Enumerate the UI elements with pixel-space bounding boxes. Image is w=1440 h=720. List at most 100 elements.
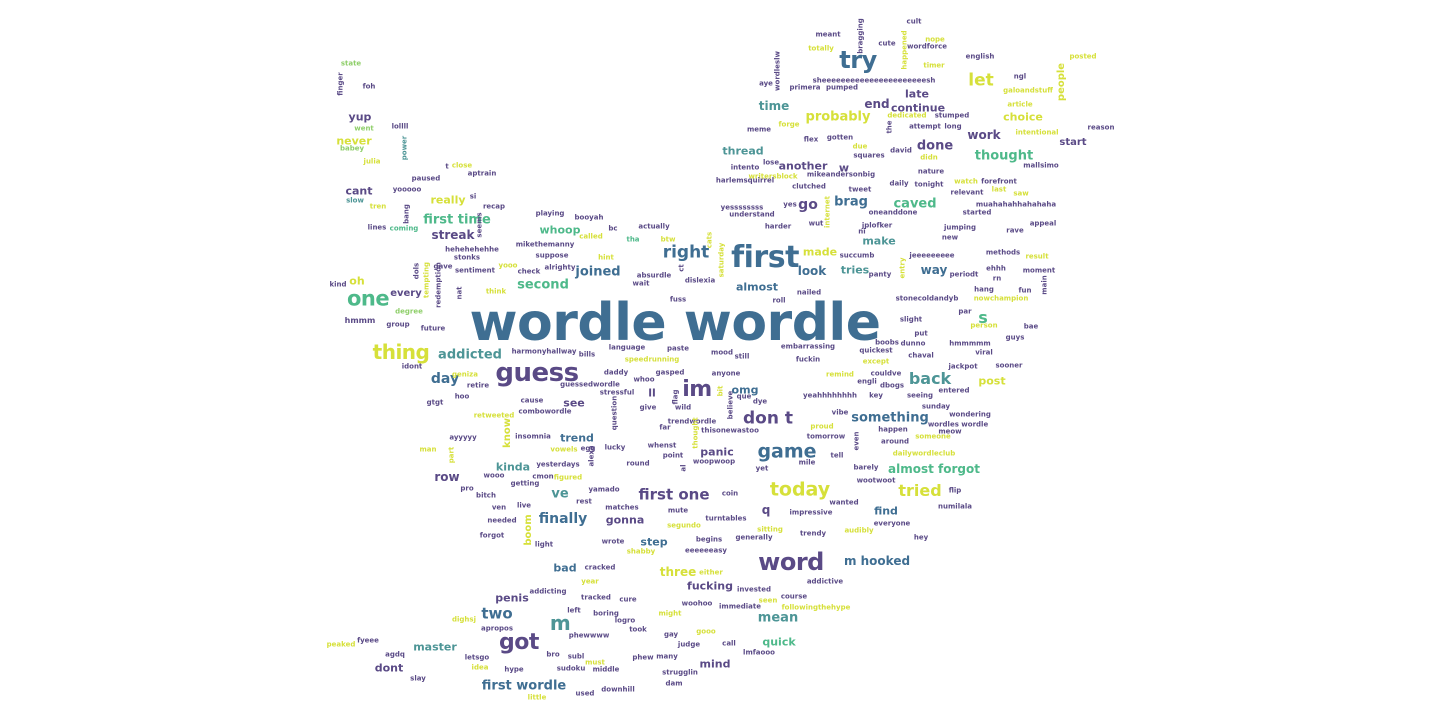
word-item: believe: [726, 390, 735, 420]
word-item: forge: [778, 120, 800, 129]
word-item: q: [761, 503, 771, 517]
word-item: mikeandersonbig: [806, 170, 876, 179]
word-item: live: [516, 501, 532, 510]
word-item: impressive: [789, 508, 833, 517]
word-item: paste: [667, 344, 689, 353]
word-item: barely: [853, 463, 879, 472]
word-item: close: [451, 161, 473, 170]
word-item: foh: [362, 82, 376, 91]
word-item: thread: [722, 144, 764, 158]
word-item: mood: [711, 348, 733, 357]
word-item: cracked: [584, 563, 616, 572]
word-item: hmmmmm: [949, 339, 991, 348]
word-item: dislexia: [684, 276, 716, 285]
word-item: tren: [369, 202, 387, 211]
word-item: getting: [510, 479, 540, 488]
word-item: stonks: [453, 253, 481, 262]
word-item: logro: [614, 616, 636, 625]
word-item: main: [1040, 275, 1049, 295]
word-item: another: [778, 159, 828, 173]
word-item: dbogs: [879, 381, 905, 390]
word-item: start: [1059, 137, 1087, 148]
word-item: nature: [917, 167, 945, 176]
word-item: lollll: [391, 122, 409, 131]
word-item: bae: [1023, 322, 1039, 331]
word-item: meow: [938, 427, 962, 436]
word-item: appeal: [1029, 219, 1057, 228]
word-item: think: [485, 287, 507, 296]
word-item: brag: [834, 194, 868, 210]
word-item: par: [958, 307, 972, 316]
word-item: call: [722, 639, 736, 648]
word-item: stumped: [934, 111, 970, 120]
word-item: addicted: [438, 347, 502, 363]
word-item: give: [639, 403, 657, 412]
word-item: letsgo: [464, 653, 490, 662]
word-item: fuckin: [795, 355, 821, 364]
word-item: hoo: [454, 392, 470, 401]
word-item: tonight: [914, 180, 944, 189]
word-item: wondering: [949, 410, 991, 419]
word-item: retweeted: [473, 411, 515, 420]
word-item: geniza: [452, 370, 478, 379]
word-item: bit: [716, 385, 725, 397]
word-item: group: [386, 320, 410, 329]
word-item: eeeeeeasy: [685, 546, 727, 555]
word-item: daily: [889, 179, 909, 188]
word-item: omg: [731, 383, 759, 397]
word-item: flex: [803, 135, 819, 144]
word-item: yooo: [498, 261, 518, 270]
word-item: dye: [752, 397, 768, 406]
word-item: gasped: [655, 368, 685, 377]
word-item: david: [890, 146, 912, 155]
word-item: guys: [1005, 333, 1025, 342]
word-item: almost: [735, 280, 779, 294]
word-item: streak: [431, 228, 475, 242]
word-item: harder: [764, 222, 792, 231]
word-item: sunday: [921, 402, 951, 411]
word-item: one: [346, 286, 390, 311]
word-item: actually: [638, 222, 670, 231]
word-item: trendwordle: [667, 417, 717, 426]
word-item: vibe: [831, 408, 849, 417]
word-item: went: [354, 124, 374, 133]
word-item: strugglin: [662, 668, 698, 677]
word-item: got: [499, 630, 539, 655]
word-item: cute: [878, 39, 896, 48]
word-item: ll: [648, 386, 656, 400]
word-item: lucky: [604, 443, 626, 452]
word-item: understand: [729, 210, 775, 219]
word-item: cant: [345, 184, 373, 198]
word-item: methods: [985, 248, 1021, 257]
word-item: today: [769, 478, 831, 501]
word-item: mallsimo: [1023, 161, 1059, 170]
word-item: new: [941, 233, 959, 242]
word-item: yeahhhhhhhh: [803, 391, 857, 400]
word-item: ni: [858, 227, 866, 236]
word-item: playing: [535, 209, 565, 218]
word-item: wordleslw: [773, 51, 782, 91]
word-item: needed: [487, 516, 517, 525]
word-item: pumped: [825, 83, 859, 92]
word-item: rn: [992, 274, 1002, 283]
word-item: cmon: [532, 472, 554, 481]
word-item: harmonyhallway: [511, 347, 577, 356]
word-item: coin: [721, 489, 739, 498]
word-item: word: [758, 548, 824, 576]
word-item: gay: [663, 630, 679, 639]
word-item: couldve: [870, 369, 902, 378]
word-item: even: [852, 431, 861, 451]
word-item: dunno: [900, 339, 926, 348]
word-item: julia: [363, 157, 381, 166]
word-item: first time: [423, 212, 491, 228]
word-item: probably: [805, 109, 871, 125]
word-item: moment: [1022, 266, 1056, 275]
word-item: make: [862, 234, 896, 248]
word-item: might: [658, 609, 682, 618]
word-item: put: [914, 329, 928, 338]
word-item: yesterdays: [536, 460, 580, 469]
word-item: m hooked: [843, 554, 911, 568]
word-item: boobs: [875, 338, 899, 347]
word-item: guess: [495, 358, 579, 388]
word-item: attempt: [909, 122, 941, 131]
